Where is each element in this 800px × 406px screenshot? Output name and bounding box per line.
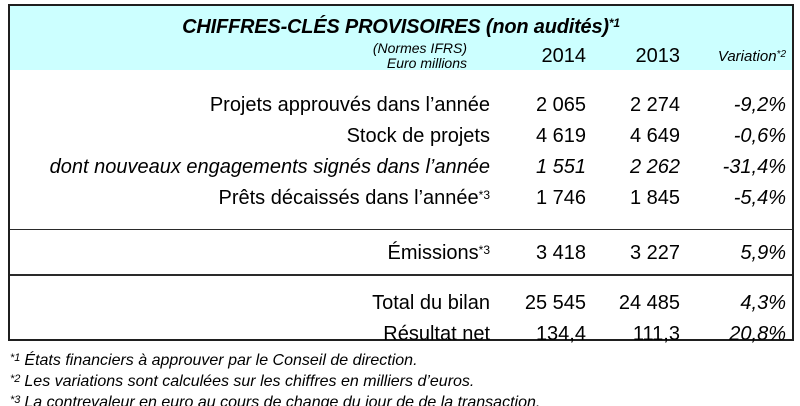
footnote-marker: *2 (10, 373, 21, 385)
value-variation: 20,8% (729, 323, 786, 345)
table-row: Total du bilan 25 545 24 485 4,3% (10, 286, 792, 317)
footnotes: *1 États financiers à approuver par le Co… (10, 349, 540, 406)
value-2013: 24 485 (618, 292, 680, 314)
footnote-marker: *1 (10, 352, 21, 364)
footnote-text: La contrevaleur en euro au cours de chan… (24, 394, 541, 406)
row-label: Résultat net (10, 317, 490, 348)
key-figures-table: CHIFFRES-CLÉS PROVISOIRES (non audités)*… (8, 4, 794, 345)
footnote-marker: *3 (10, 394, 21, 406)
value-variation: -5,4% (733, 187, 786, 209)
column-header-2014: 2014 (541, 44, 587, 67)
value-2013: 2 262 (629, 156, 680, 178)
row-footnote-ref: *3 (478, 243, 490, 257)
footnote-2: *2 Les variations sont calculées sur les … (10, 370, 540, 391)
value-2013: 2 274 (629, 94, 680, 116)
units-note: (Normes IFRS) Euro millions (10, 41, 490, 71)
table-title-text: CHIFFRES-CLÉS PROVISOIRES (non audités) (182, 16, 609, 38)
row-label: dont nouveaux engagements signés dans l’… (10, 150, 490, 181)
footnote-text: Les variations sont calculées sur les ch… (24, 373, 475, 390)
row-label-text: Résultat net (383, 323, 490, 345)
row-label-text: Projets approuvés dans l’année (209, 94, 490, 116)
units-note-line1: (Normes IFRS) (372, 40, 467, 56)
footnote-3: *3 La contrevaleur en euro au cours de ch… (10, 391, 540, 406)
table-title: CHIFFRES-CLÉS PROVISOIRES (non audités)*… (10, 6, 792, 39)
value-2013: 1 845 (629, 187, 680, 209)
row-label: Total du bilan (10, 286, 490, 317)
variation-header-text: Variation (717, 47, 777, 65)
row-label: Projets approuvés dans l’année (10, 88, 490, 119)
row-label-text: Émissions (387, 242, 479, 264)
table-row: dont nouveaux engagements signés dans l’… (10, 150, 792, 181)
column-header-2013: 2013 (635, 44, 681, 67)
emissions-section: Émissions*3 3 418 3 227 5,9% (10, 229, 792, 274)
table-header: CHIFFRES-CLÉS PROVISOIRES (non audités)*… (10, 6, 792, 73)
footnote-text: États financiers à approuver par le Cons… (24, 352, 418, 369)
value-2013: 4 649 (629, 125, 680, 147)
value-2013: 3 227 (629, 242, 680, 264)
table-row: Prêts décaissés dans l’année*3 1 746 1 8… (10, 181, 792, 212)
value-2014: 1 746 (535, 187, 586, 209)
value-2013: 111,3 (632, 323, 680, 345)
row-label-text: Prêts décaissés dans l’année (218, 187, 479, 209)
column-header-variation: Variation*2 (680, 48, 786, 65)
value-variation: 5,9% (740, 242, 786, 264)
table-row: Stock de projets 4 619 4 649 -0,6% (10, 119, 792, 150)
row-footnote-ref: *3 (478, 188, 490, 202)
value-2014: 2 065 (535, 94, 586, 116)
value-2014: 1 551 (535, 156, 586, 178)
row-label-text: Total du bilan (372, 292, 490, 314)
value-2014: 4 619 (535, 125, 586, 147)
row-label: Émissions*3 (10, 236, 490, 267)
row-label: Prêts décaissés dans l’année*3 (10, 181, 491, 212)
value-2014: 134,4 (535, 323, 586, 345)
balance-sheet-section: Total du bilan 25 545 24 485 4,3% Résult… (10, 274, 792, 358)
table-row: Résultat net 134,4 111,3 20,8% (10, 317, 792, 348)
row-label-text: Stock de projets (346, 125, 490, 147)
footnote-1: *1 États financiers à approuver par le Co… (10, 349, 540, 370)
table-row: Émissions*3 3 418 3 227 5,9% (10, 236, 792, 267)
value-variation: -9,2% (733, 94, 786, 116)
variation-footnote-ref: *2 (776, 48, 786, 60)
column-header-row: (Normes IFRS) Euro millions 2014 2013 Va… (10, 39, 792, 73)
title-footnote-ref: *1 (608, 16, 620, 30)
row-label-text: dont nouveaux engagements signés dans l’… (49, 156, 490, 178)
value-2014: 25 545 (524, 292, 586, 314)
value-variation: -0,6% (733, 125, 786, 147)
row-label: Stock de projets (10, 119, 490, 150)
value-variation: 4,3% (740, 292, 786, 314)
table-row: Projets approuvés dans l’année 2 065 2 2… (10, 88, 792, 119)
value-2014: 3 418 (535, 242, 586, 264)
value-variation: -31,4% (722, 156, 786, 178)
activity-section: Projets approuvés dans l’année 2 065 2 2… (10, 70, 792, 229)
units-note-line2: Euro millions (386, 55, 467, 71)
